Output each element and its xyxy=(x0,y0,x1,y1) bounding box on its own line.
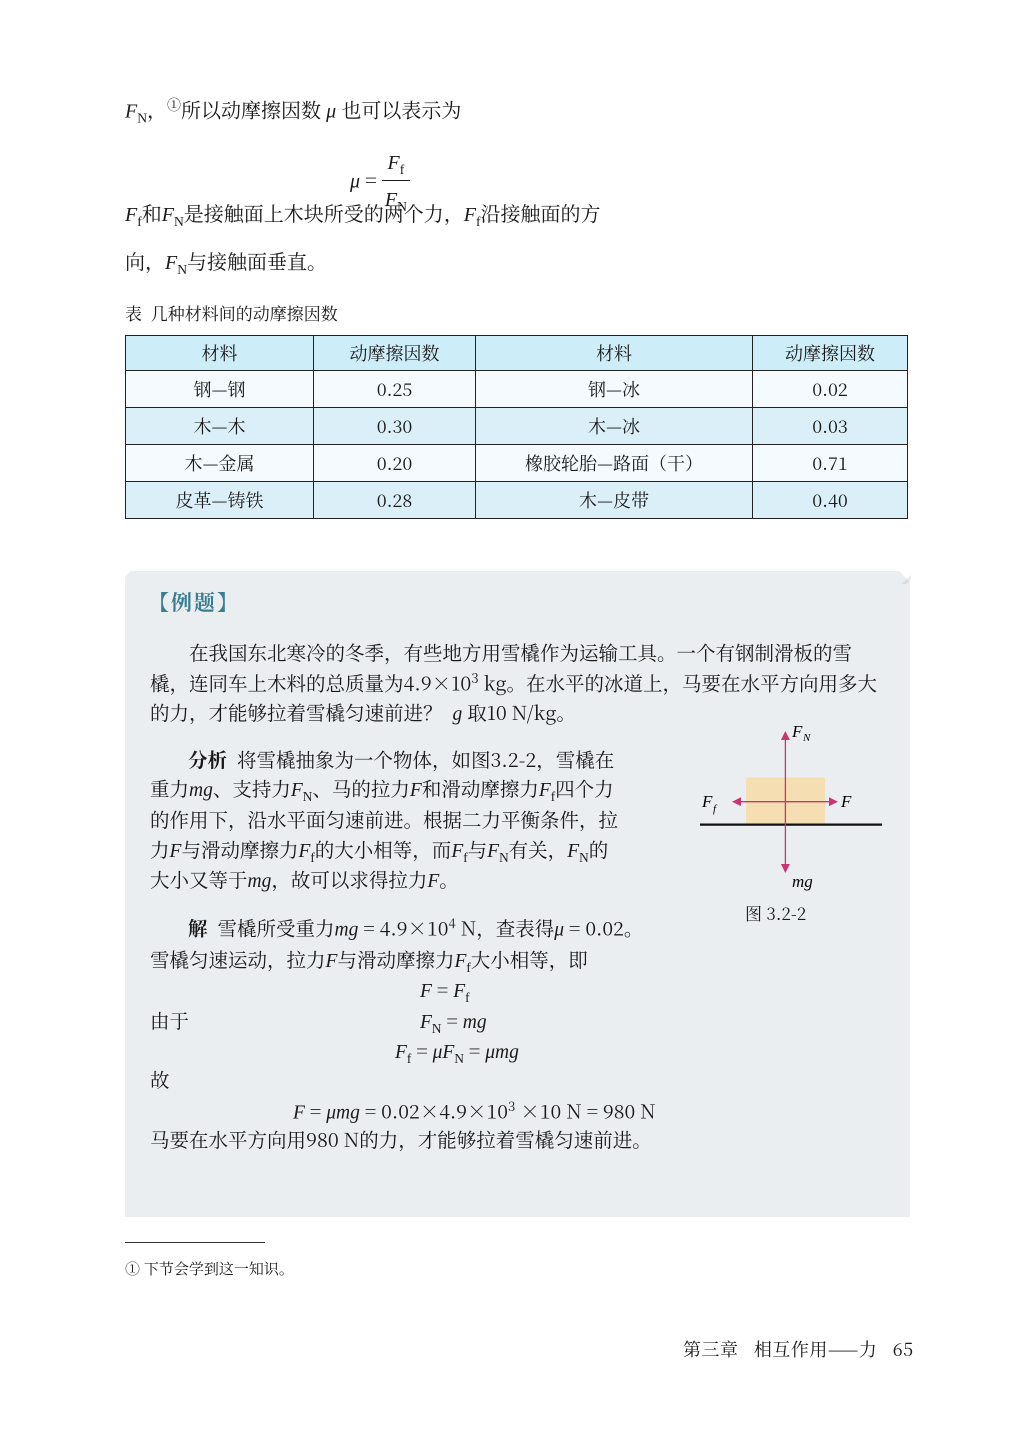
svg-text:F: F xyxy=(791,722,803,741)
svg-text:mg: mg xyxy=(792,872,813,891)
svg-text:F: F xyxy=(701,792,713,811)
svg-text:f: f xyxy=(713,803,718,815)
svg-text:N: N xyxy=(802,732,811,744)
svg-text:F: F xyxy=(840,792,852,811)
